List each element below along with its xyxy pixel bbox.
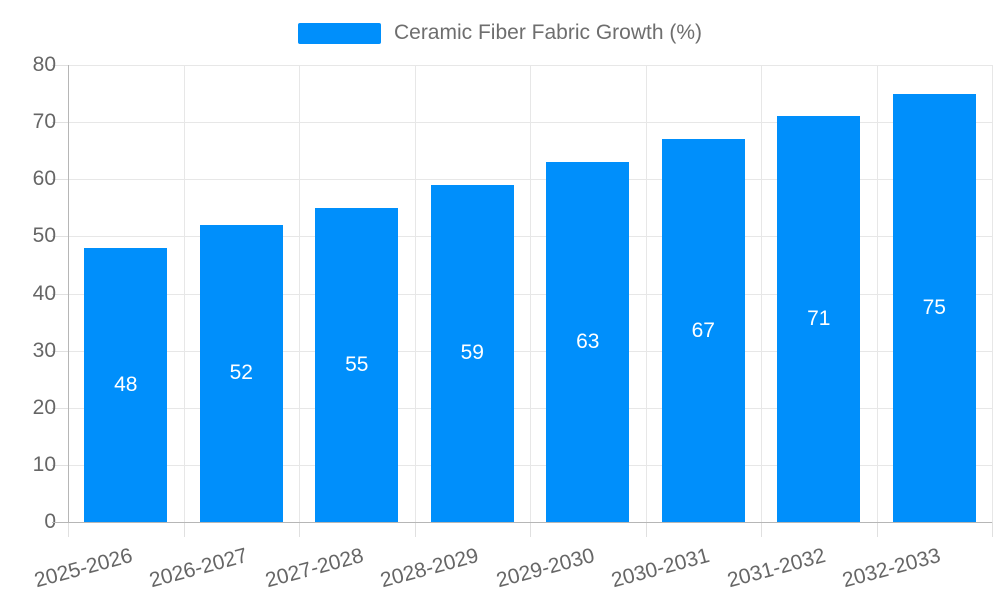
chart-legend: Ceramic Fiber Fabric Growth (%) (0, 21, 1000, 45)
x-gridline (645, 65, 647, 522)
y-axis-label: 70 (32, 110, 56, 134)
x-gridline (299, 65, 300, 522)
y-axis-label: 40 (32, 281, 56, 305)
bar: 63 (546, 162, 630, 522)
x-axis-label: 2029-2030 (493, 544, 597, 593)
x-tick (992, 522, 993, 537)
x-axis-label: 2030-2031 (609, 544, 713, 593)
x-axis-label: 2028-2029 (378, 544, 482, 593)
x-axis-line (52, 522, 992, 523)
y-tick (52, 293, 68, 295)
x-gridline (183, 65, 185, 522)
x-tick (68, 522, 69, 537)
x-tick (183, 522, 185, 537)
bar: 67 (661, 139, 745, 522)
y-tick (52, 122, 68, 124)
bar-value-label: 67 (691, 318, 715, 342)
y-tick (52, 464, 68, 466)
bar: 71 (777, 116, 861, 522)
y-axis-label: 10 (32, 452, 56, 476)
y-tick (52, 65, 68, 66)
y-tick (52, 236, 68, 238)
bar: 75 (892, 93, 976, 522)
legend-marker-swatch (297, 22, 381, 44)
x-gridline (530, 65, 531, 522)
bar-value-label: 55 (345, 352, 369, 376)
x-tick (299, 522, 300, 537)
y-tick (52, 407, 68, 409)
bar-value-label: 48 (114, 372, 138, 396)
bar: 48 (84, 247, 168, 522)
x-axis-label: 2031-2032 (724, 544, 828, 593)
y-axis-label: 80 (32, 53, 56, 76)
y-axis-label: 20 (32, 395, 56, 419)
legend-series-label: Ceramic Fiber Fabric Growth (%) (393, 21, 703, 44)
x-gridline (992, 65, 993, 522)
bar: 59 (430, 184, 514, 522)
x-tick (645, 522, 647, 537)
x-tick (530, 522, 531, 537)
x-gridline (414, 65, 416, 522)
y-axis-label: 60 (32, 167, 56, 191)
x-tick (761, 522, 762, 537)
x-gridline (876, 65, 878, 522)
x-gridline (761, 65, 762, 522)
x-axis-label: 2027-2028 (262, 544, 366, 593)
x-tick (876, 522, 878, 537)
bar: 52 (199, 224, 283, 522)
bar: 55 (315, 207, 399, 522)
bar-value-label: 75 (922, 295, 946, 319)
x-axis-label: 2025-2026 (31, 544, 135, 593)
bar-value-label: 71 (807, 307, 831, 331)
x-axis-label: 2026-2027 (147, 544, 251, 593)
y-tick (52, 350, 68, 352)
bar-value-label: 59 (460, 341, 484, 365)
y-tick (52, 179, 68, 181)
y-axis-line (68, 65, 69, 522)
y-axis-label: 0 (44, 510, 56, 533)
x-axis-label: 2032-2033 (840, 544, 944, 593)
bar-value-label: 52 (229, 361, 253, 385)
bar-value-label: 63 (576, 330, 600, 354)
y-axis-label: 30 (32, 338, 56, 362)
x-tick (414, 522, 416, 537)
y-axis-label: 50 (32, 224, 56, 248)
